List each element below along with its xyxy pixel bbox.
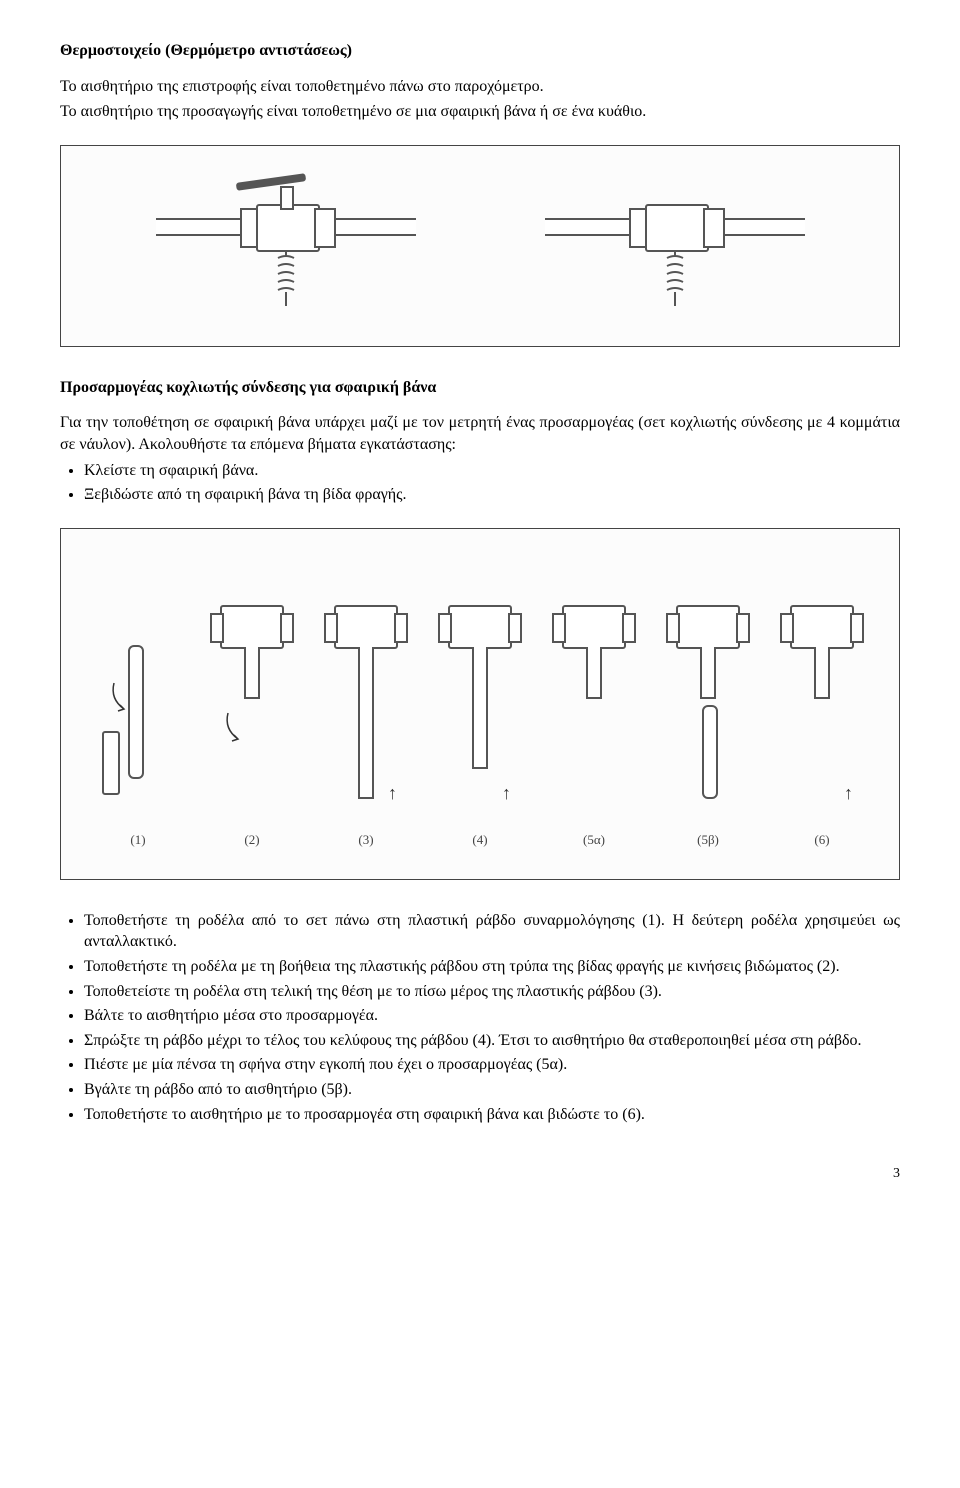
page-number: 3	[60, 1165, 900, 1184]
arrow-up-icon: ↑	[502, 781, 511, 805]
bullet-item: Τοποθετήστε τη ροδέλα από το σετ πάνω στ…	[84, 910, 900, 953]
section2-title: Προσαρμογέας κοχλιωτής σύνδεσης για σφαι…	[60, 377, 900, 399]
step-label: (1)	[130, 831, 145, 849]
bullet-item: Βάλτε το αισθητήριο μέσα στο προσαρμογέα…	[84, 1005, 900, 1027]
section2-p1: Για την τοποθέτηση σε σφαιρική βάνα υπάρ…	[60, 412, 900, 455]
figure-steps: (1) (2) ↑ (3) ↑ (4) (5α)	[60, 528, 900, 880]
step-4: ↑ (4)	[435, 605, 525, 849]
step-label: (5α)	[583, 831, 605, 849]
valve-with-handle	[176, 176, 396, 316]
step-1: (1)	[93, 605, 183, 849]
step-6: ↑ (6)	[777, 605, 867, 849]
section1-p1: Το αισθητήριο της επιστροφής είναι τοποθ…	[60, 76, 900, 98]
arrow-up-icon: ↑	[844, 781, 853, 805]
bullet-item: Κλείστε τη σφαιρική βάνα.	[84, 460, 900, 482]
step-label: (4)	[472, 831, 487, 849]
section3-bullets: Τοποθετήστε τη ροδέλα από το σετ πάνω στ…	[60, 910, 900, 1125]
bullet-item: Τοποθετήστε τη ροδέλα με τη βοήθεια της …	[84, 956, 900, 978]
step-label: (5β)	[697, 831, 719, 849]
step-label: (3)	[358, 831, 373, 849]
step-label: (2)	[244, 831, 259, 849]
bullet-item: Τοποθετήστε το αισθητήριο με το προσαρμο…	[84, 1104, 900, 1126]
step-3: ↑ (3)	[321, 605, 411, 849]
step-2: (2)	[207, 605, 297, 849]
figure-valves	[60, 145, 900, 347]
step-5a: (5α)	[549, 605, 639, 849]
step-label: (6)	[814, 831, 829, 849]
section1-p2: Το αισθητήριο της προσαγωγής είναι τοποθ…	[60, 101, 900, 123]
bullet-item: Βγάλτε τη ράβδο από το αισθητήριο (5β).	[84, 1079, 900, 1101]
bullet-item: Πιέστε με μία πένσα τη σφήνα στην εγκοπή…	[84, 1054, 900, 1076]
valve-no-handle	[565, 176, 785, 316]
arrow-up-icon: ↑	[388, 781, 397, 805]
bullet-item: Σπρώξτε τη ράβδο μέχρι το τέλος του κελύ…	[84, 1030, 900, 1052]
bullet-item: Τοποθετείστε τη ροδέλα στη τελική της θέ…	[84, 981, 900, 1003]
bullet-item: Ξεβιδώστε από τη σφαιρική βάνα τη βίδα φ…	[84, 484, 900, 506]
section1-title: Θερμοστοιχείο (Θερμόμετρο αντιστάσεως)	[60, 40, 900, 62]
step-5b: (5β)	[663, 605, 753, 849]
section2-bullets: Κλείστε τη σφαιρική βάνα. Ξεβιδώστε από …	[60, 460, 900, 506]
